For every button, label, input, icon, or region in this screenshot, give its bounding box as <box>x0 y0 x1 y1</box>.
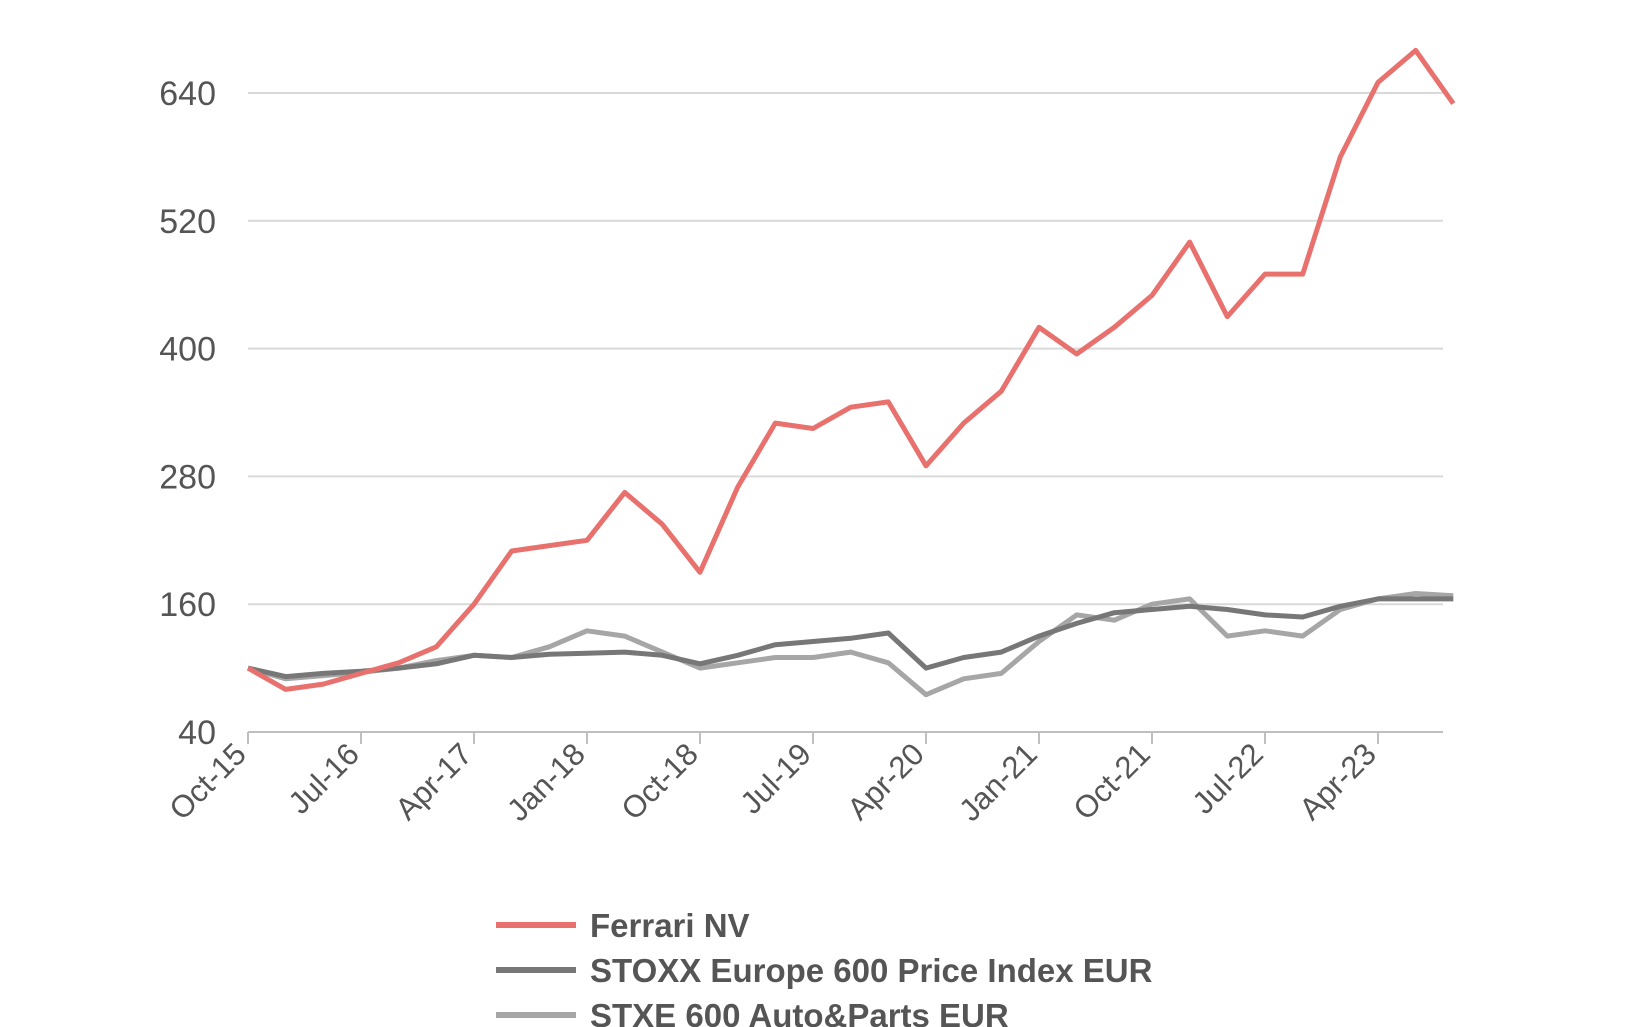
series-lines <box>246 47 1456 698</box>
y-tick-label: 160 <box>159 586 216 624</box>
legend: Ferrari NV STOXX Europe 600 Price Index E… <box>496 907 1153 1027</box>
x-tick-label: Apr-17 <box>388 736 479 827</box>
y-tick-label: 520 <box>159 203 216 241</box>
x-tick-label: Apr-23 <box>1292 736 1383 827</box>
x-tick-label: Oct-18 <box>614 736 705 827</box>
x-tick-label: Jul-16 <box>281 736 365 820</box>
legend-label: STXE 600 Auto&Parts EUR <box>590 997 1009 1027</box>
y-tick-label: 400 <box>159 331 216 369</box>
y-tick-label: 640 <box>159 75 216 113</box>
series-line-stoxx-europe-600-price-index-eur <box>247 596 1454 680</box>
x-tick-label: Jul-19 <box>733 736 817 820</box>
grid-lines <box>248 92 1443 606</box>
x-tick-label: Jan-18 <box>500 736 592 828</box>
x-axis: Oct-15 Jul-16 Apr-17 Jan-18 Oct-18 Jul-19 Apr-… <box>162 731 1443 828</box>
series-line-stxe-600-auto-parts-eur <box>247 591 1454 698</box>
legend-label: STOXX Europe 600 Price Index EUR <box>590 952 1153 989</box>
y-tick-label: 40 <box>178 714 216 752</box>
legend-label: Ferrari NV <box>590 907 750 944</box>
y-tick-label: 280 <box>159 458 216 496</box>
series-line-ferrari-nv <box>246 47 1456 692</box>
x-tick-label: Apr-20 <box>840 736 931 827</box>
y-axis-ticks: 40 160 280 400 520 640 <box>159 75 216 752</box>
x-tick-label: Jan-21 <box>952 736 1044 828</box>
x-tick-label: Oct-21 <box>1066 736 1157 827</box>
x-tick-label: Jul-22 <box>1185 736 1269 820</box>
